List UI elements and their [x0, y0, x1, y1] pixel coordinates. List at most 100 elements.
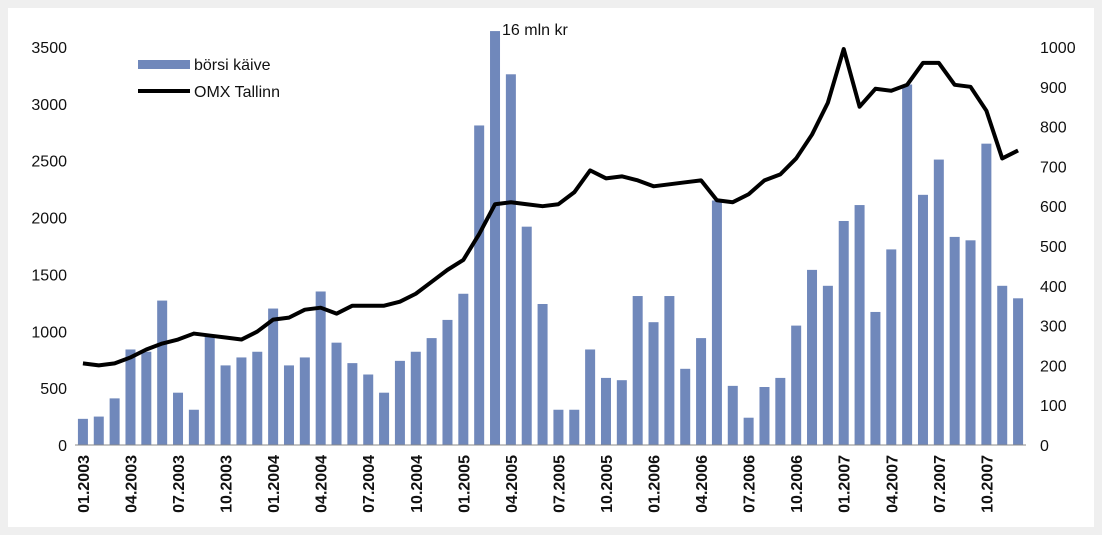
bar — [569, 409, 580, 445]
x-tick-label: 01.2005 — [456, 455, 473, 513]
x-tick-label: 10.2007 — [979, 455, 996, 513]
y2-tick-label: 1000 — [1040, 40, 1076, 57]
x-tick-label: 04.2003 — [123, 455, 140, 513]
y-tick-label: 2500 — [31, 154, 67, 171]
bar — [838, 220, 849, 445]
bar — [220, 365, 231, 445]
y2-tick-label: 800 — [1040, 120, 1067, 137]
annotation: 16 mln kr — [502, 22, 568, 39]
x-tick-label: 01.2006 — [647, 455, 664, 513]
bar — [807, 269, 818, 445]
y2-tick-label: 900 — [1040, 80, 1067, 97]
line — [82, 46, 1019, 368]
bar — [680, 368, 691, 445]
bar — [886, 249, 897, 445]
bar — [474, 125, 485, 445]
bar — [775, 377, 786, 445]
bar — [109, 398, 120, 445]
bar — [394, 360, 405, 445]
x-tick-label: 01.2004 — [266, 455, 283, 513]
y-tick-label: 2000 — [31, 211, 67, 228]
y-tick-label: 0 — [58, 438, 67, 455]
y-tick-label: 3500 — [31, 40, 67, 57]
y2-tick-label: 400 — [1040, 279, 1067, 296]
legend-swatch — [138, 60, 190, 69]
y2-tick-label: 500 — [1040, 239, 1067, 256]
bar — [711, 200, 722, 445]
y-tick-label: 500 — [40, 381, 67, 398]
bar — [268, 308, 279, 445]
bar — [759, 387, 770, 445]
x-tick-label: 10.2004 — [409, 455, 426, 513]
y-tick-label: 3000 — [31, 97, 67, 114]
bar — [521, 226, 532, 445]
bar — [1013, 298, 1024, 445]
y2-tick-label: 600 — [1040, 199, 1067, 216]
bar — [236, 357, 247, 445]
x-tick-label: 10.2003 — [219, 455, 236, 513]
y-tick-label: 1500 — [31, 267, 67, 284]
x-tick-label: 01.2007 — [837, 455, 854, 513]
bar — [77, 418, 88, 445]
bar — [902, 84, 913, 446]
bar — [648, 322, 659, 445]
bar — [553, 409, 564, 445]
bar — [141, 351, 152, 445]
bar — [632, 296, 643, 445]
x-tick-label: 04.2006 — [694, 455, 711, 513]
bar — [157, 300, 168, 445]
x-tick-label: 07.2006 — [742, 455, 759, 513]
x-tick-label: 07.2003 — [171, 455, 188, 513]
bar — [490, 31, 501, 446]
bar — [696, 338, 707, 445]
bar — [743, 417, 754, 445]
bar — [363, 374, 374, 445]
x-tick-label: 10.2006 — [789, 455, 806, 513]
y-tick-label: 1000 — [31, 324, 67, 341]
bar — [537, 303, 548, 445]
y2-tick-label: 300 — [1040, 319, 1067, 336]
x-tick-label: 07.2007 — [932, 455, 949, 513]
bar — [664, 296, 675, 445]
bar — [505, 74, 516, 445]
bar — [283, 365, 294, 445]
bar — [616, 380, 627, 445]
bar — [410, 351, 421, 445]
bar — [93, 416, 104, 445]
bar — [791, 325, 802, 445]
bar — [949, 236, 960, 445]
x-tick-label: 07.2005 — [551, 455, 568, 513]
bar — [870, 311, 881, 445]
x-tick-label: 07.2004 — [361, 455, 378, 513]
bar — [204, 334, 215, 445]
x-tick-label: 04.2007 — [884, 455, 901, 513]
bar — [585, 349, 596, 445]
bar — [458, 293, 469, 445]
x-tick-label: 04.2005 — [504, 455, 521, 513]
legend-label: börsi käive — [194, 57, 271, 74]
bar — [727, 385, 738, 445]
bar — [188, 409, 199, 445]
bar — [426, 338, 437, 445]
x-tick-label: 04.2004 — [314, 455, 331, 513]
y2-tick-label: 0 — [1040, 438, 1049, 455]
y2-tick-label: 100 — [1040, 398, 1067, 415]
bar — [933, 159, 944, 445]
bar — [347, 363, 358, 445]
bar — [854, 205, 865, 445]
bar — [252, 351, 263, 445]
bar — [917, 194, 928, 445]
x-tick-label: 10.2005 — [599, 455, 616, 513]
panel — [8, 8, 1094, 527]
bar — [331, 342, 342, 445]
x-tick-label: 01.2003 — [76, 455, 93, 513]
bar — [315, 291, 326, 445]
bar — [299, 357, 310, 445]
legend-label: OMX Tallinn — [194, 84, 280, 101]
bar — [981, 143, 992, 445]
bar — [125, 349, 136, 445]
bar — [379, 392, 390, 445]
bar — [442, 319, 453, 445]
bar — [822, 285, 833, 445]
